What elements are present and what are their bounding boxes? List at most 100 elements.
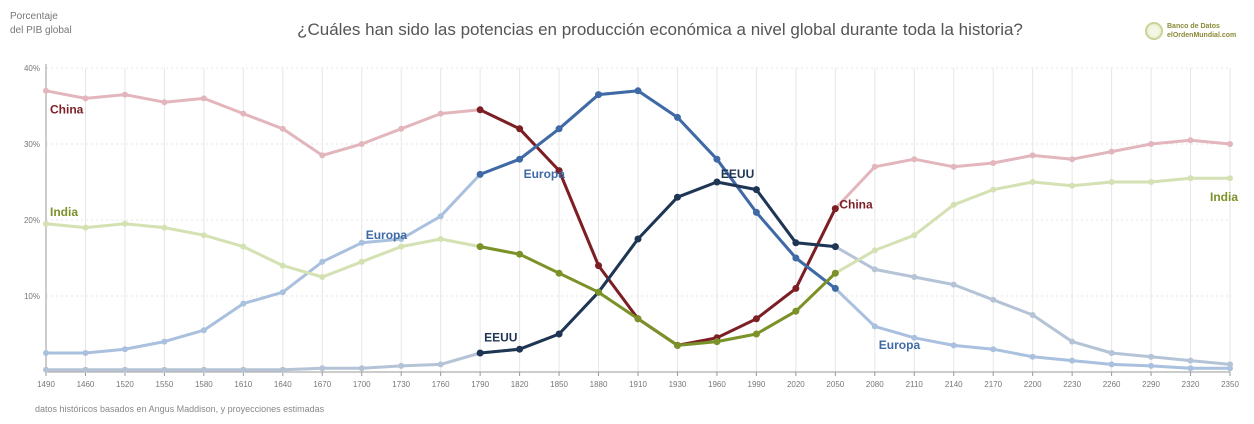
data-point-china xyxy=(950,163,957,170)
data-point-india xyxy=(990,186,997,193)
series-label-europa: Europa xyxy=(366,228,408,242)
series-line-china-dark xyxy=(479,108,837,347)
data-point-india xyxy=(871,247,878,254)
data-point-china-highlight xyxy=(555,167,563,175)
data-point-europa xyxy=(911,334,918,341)
data-point-europa xyxy=(358,239,365,246)
data-point-eeuu xyxy=(437,361,444,368)
data-point-china xyxy=(200,95,207,102)
data-point-europa xyxy=(121,346,128,353)
data-point-india-highlight xyxy=(792,307,800,315)
x-tick-label: 1700 xyxy=(353,380,371,389)
data-point-europa xyxy=(1069,357,1076,364)
logo-text: Banco de Datos elOrdenMundial.com xyxy=(1167,22,1236,40)
data-point-eeuu-highlight xyxy=(516,345,524,353)
x-tick-label: 2350 xyxy=(1221,380,1239,389)
data-point-india-highlight xyxy=(555,269,563,277)
x-tick-label: 1610 xyxy=(234,380,252,389)
series-labels-layer: China Europa EEUU China India Europa India EEUU… xyxy=(50,103,1238,353)
series-label-india: India xyxy=(50,205,78,219)
data-point-europa xyxy=(82,350,89,356)
data-point-europa-highlight xyxy=(831,284,839,292)
x-tick-label: 1730 xyxy=(392,380,410,389)
data-point-china xyxy=(240,110,247,117)
data-point-eeuu-highlight xyxy=(752,186,760,194)
data-point-europa xyxy=(43,350,49,356)
x-tick-label: 1670 xyxy=(313,380,331,389)
data-point-india xyxy=(950,201,957,208)
data-point-china xyxy=(319,152,326,159)
data-point-eeuu xyxy=(358,365,365,372)
data-point-europa xyxy=(279,289,286,296)
data-point-europa-highlight xyxy=(634,87,642,95)
data-point-china-highlight xyxy=(476,106,484,114)
data-point-eeuu xyxy=(1227,361,1233,368)
data-point-china xyxy=(1227,141,1233,147)
data-point-europa xyxy=(398,236,405,242)
data-point-china xyxy=(358,141,365,147)
data-point-india xyxy=(121,220,128,227)
data-point-eeuu xyxy=(161,366,168,373)
y-tick-label: 40% xyxy=(24,64,40,73)
x-tick-label: 1640 xyxy=(274,380,292,389)
series-label-china: China xyxy=(50,103,84,117)
data-point-india xyxy=(1108,179,1115,185)
data-point-eeuu xyxy=(1029,312,1036,318)
data-point-eeuu xyxy=(1069,338,1076,345)
data-point-europa xyxy=(161,338,168,345)
x-tick-label: 1520 xyxy=(116,380,134,389)
data-point-europa-highlight xyxy=(713,155,721,163)
data-point-china xyxy=(437,110,444,117)
globe-logo-icon xyxy=(1145,22,1163,40)
source-note: datos históricos basados en Angus Maddis… xyxy=(35,404,325,414)
x-tick-label: 2140 xyxy=(945,380,963,389)
series-line-eeuu-dark xyxy=(479,180,836,355)
data-point-india-highlight xyxy=(673,341,681,349)
x-tick-label: 1990 xyxy=(748,380,766,389)
data-point-india-highlight xyxy=(476,243,484,251)
x-tick-label: 1460 xyxy=(77,380,95,389)
data-point-eeuu-highlight xyxy=(555,330,563,338)
x-tick-label: 2020 xyxy=(787,380,805,389)
data-point-india xyxy=(1148,179,1155,185)
data-point-eeuu xyxy=(121,366,128,373)
y-tick-label: 10% xyxy=(24,292,40,301)
series-label-europa: Europa xyxy=(879,338,921,352)
data-point-eeuu-highlight xyxy=(831,243,839,251)
logo-line2: elOrdenMundial.com xyxy=(1167,32,1237,39)
data-point-china xyxy=(1069,156,1076,163)
data-point-china xyxy=(1187,137,1194,144)
x-tick-label: 1790 xyxy=(471,380,489,389)
data-point-eeuu xyxy=(319,365,326,372)
data-point-india-highlight xyxy=(516,250,524,258)
data-point-eeuu-highlight xyxy=(713,178,721,186)
data-point-europa xyxy=(319,258,326,265)
x-tick-label: 2080 xyxy=(866,380,884,389)
data-point-europa xyxy=(1148,362,1155,369)
data-point-india xyxy=(1069,182,1076,189)
data-point-china xyxy=(1148,141,1155,147)
x-tick-label: 2260 xyxy=(1103,380,1121,389)
series-dark-layer xyxy=(476,87,839,357)
data-point-europa xyxy=(990,346,997,353)
data-point-india xyxy=(1187,175,1194,182)
data-point-india xyxy=(911,232,918,239)
chart-axes: 40% 30% 20% 10% 1490 1460 1520 1550 1580 1610 1640… xyxy=(24,64,1239,389)
y-axis-title-line2: del PIB global xyxy=(10,25,72,36)
data-point-india xyxy=(1227,175,1233,182)
data-point-europa-highlight xyxy=(595,91,603,99)
data-point-china xyxy=(1029,152,1036,159)
x-tick-label: 1850 xyxy=(550,380,568,389)
data-point-eeuu xyxy=(1108,350,1115,356)
x-tick-label: 1760 xyxy=(432,380,450,389)
data-point-china xyxy=(121,91,128,98)
x-tick-label: 2200 xyxy=(1024,380,1042,389)
data-point-china-highlight xyxy=(595,262,603,270)
x-tick-label: 1910 xyxy=(629,380,647,389)
y-tick-label: 20% xyxy=(24,216,40,225)
logo-line1: Banco de Datos xyxy=(1167,23,1220,30)
x-tick-label: 1490 xyxy=(37,380,55,389)
series-line-europa-dark xyxy=(479,89,837,290)
data-point-china xyxy=(398,125,405,132)
